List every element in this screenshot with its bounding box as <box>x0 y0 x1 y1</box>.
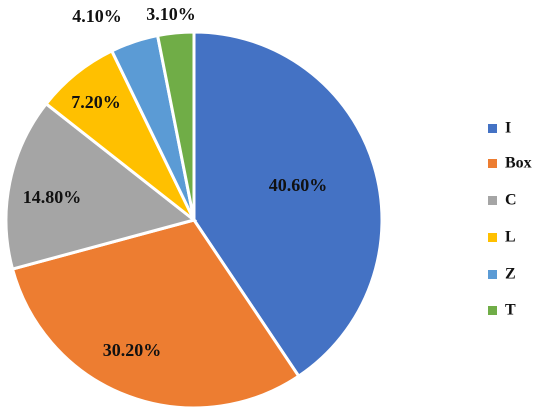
legend-swatch-c <box>488 196 497 205</box>
pie-data-labels: 40.60% 30.20% 14.80% 7.20% 4.10% 3.10% <box>23 4 328 360</box>
data-label-box: 30.20% <box>103 340 162 360</box>
legend-label-t: T <box>505 302 516 319</box>
pie-slice-i <box>192 30 384 379</box>
legend-swatch-i <box>488 124 497 133</box>
data-label-i: 40.60% <box>269 175 328 195</box>
data-label-l: 7.20% <box>71 92 121 112</box>
pie-slice-box <box>10 218 301 410</box>
pie-slices <box>4 30 384 410</box>
legend-swatch-l <box>488 233 497 242</box>
legend-swatch-z <box>488 270 497 279</box>
legend-label-c: C <box>505 192 517 209</box>
legend-label-i: I <box>505 120 511 137</box>
legend-swatch-box <box>488 159 497 168</box>
legend-label-l: L <box>505 229 516 246</box>
pie-slice-t <box>155 30 196 221</box>
legend: I Box C L Z T <box>488 120 532 319</box>
data-label-t: 3.10% <box>146 4 196 24</box>
legend-label-box: Box <box>505 155 532 172</box>
legend-label-z: Z <box>505 266 516 283</box>
data-label-z: 4.10% <box>72 6 122 26</box>
data-label-c: 14.80% <box>23 187 82 207</box>
pie-slice-c <box>4 101 198 271</box>
legend-swatch-t <box>488 306 497 315</box>
